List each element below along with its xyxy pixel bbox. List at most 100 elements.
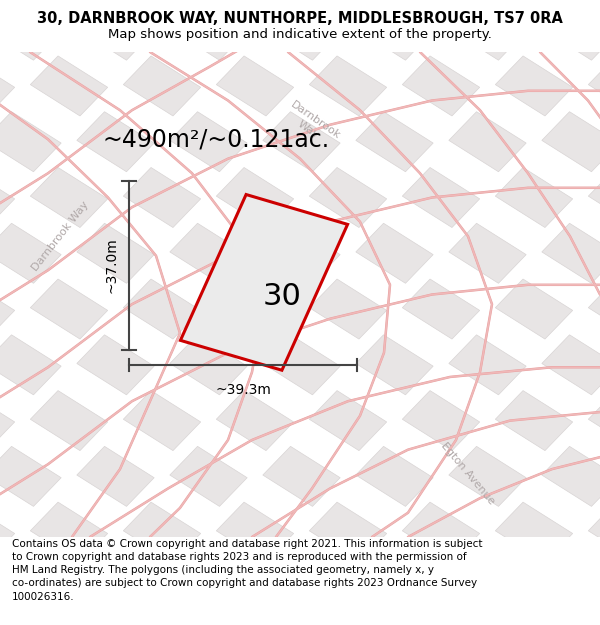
Polygon shape [77, 446, 154, 506]
Polygon shape [589, 0, 600, 4]
Polygon shape [124, 0, 200, 4]
Text: 30: 30 [263, 282, 301, 311]
Polygon shape [496, 168, 572, 228]
Polygon shape [403, 502, 479, 562]
Polygon shape [356, 335, 433, 395]
Polygon shape [542, 335, 600, 395]
Polygon shape [170, 335, 247, 395]
Polygon shape [170, 112, 247, 172]
Polygon shape [0, 279, 14, 339]
Polygon shape [0, 0, 14, 4]
Polygon shape [310, 56, 386, 116]
Polygon shape [77, 0, 154, 60]
Polygon shape [263, 446, 340, 506]
Text: Darnbrook Way: Darnbrook Way [30, 199, 90, 273]
Polygon shape [310, 279, 386, 339]
Text: ~37.0m: ~37.0m [104, 238, 118, 293]
Polygon shape [310, 0, 386, 4]
Polygon shape [542, 112, 600, 172]
Polygon shape [77, 558, 154, 618]
Polygon shape [217, 0, 293, 4]
Polygon shape [170, 0, 247, 60]
Polygon shape [0, 335, 61, 395]
Polygon shape [0, 168, 14, 228]
Polygon shape [542, 223, 600, 283]
Text: 30, DARNBROOK WAY, NUNTHORPE, MIDDLESBROUGH, TS7 0RA: 30, DARNBROOK WAY, NUNTHORPE, MIDDLESBRO… [37, 11, 563, 26]
Polygon shape [170, 446, 247, 506]
Polygon shape [589, 168, 600, 228]
Polygon shape [542, 558, 600, 618]
Polygon shape [356, 446, 433, 506]
Polygon shape [31, 56, 107, 116]
Polygon shape [403, 168, 479, 228]
Text: ~39.3m: ~39.3m [215, 383, 271, 398]
Polygon shape [589, 56, 600, 116]
Polygon shape [217, 56, 293, 116]
Polygon shape [449, 335, 526, 395]
Polygon shape [356, 112, 433, 172]
Polygon shape [449, 446, 526, 506]
Polygon shape [31, 279, 107, 339]
Polygon shape [31, 168, 107, 228]
Text: ~490m²/~0.121ac.: ~490m²/~0.121ac. [103, 127, 329, 151]
Polygon shape [31, 502, 107, 562]
Polygon shape [356, 223, 433, 283]
Polygon shape [403, 56, 479, 116]
Polygon shape [263, 112, 340, 172]
Polygon shape [356, 558, 433, 618]
Polygon shape [496, 56, 572, 116]
Polygon shape [496, 0, 572, 4]
Polygon shape [217, 168, 293, 228]
Polygon shape [0, 0, 61, 60]
Polygon shape [217, 502, 293, 562]
Polygon shape [449, 0, 526, 60]
Polygon shape [31, 391, 107, 451]
Polygon shape [403, 0, 479, 4]
Polygon shape [217, 391, 293, 451]
Polygon shape [263, 223, 340, 283]
Polygon shape [77, 112, 154, 172]
Polygon shape [310, 168, 386, 228]
Polygon shape [310, 502, 386, 562]
Polygon shape [310, 391, 386, 451]
Polygon shape [542, 446, 600, 506]
Polygon shape [403, 391, 479, 451]
Polygon shape [263, 335, 340, 395]
Polygon shape [263, 0, 340, 60]
Polygon shape [0, 558, 61, 618]
Polygon shape [403, 279, 479, 339]
Polygon shape [77, 223, 154, 283]
Polygon shape [589, 502, 600, 562]
Polygon shape [0, 446, 61, 506]
Polygon shape [181, 194, 347, 370]
Text: Contains OS data © Crown copyright and database right 2021. This information is : Contains OS data © Crown copyright and d… [12, 539, 482, 601]
Text: Egton Avenue: Egton Avenue [439, 441, 497, 507]
Polygon shape [217, 279, 293, 339]
Polygon shape [0, 391, 14, 451]
Polygon shape [589, 391, 600, 451]
Polygon shape [0, 56, 14, 116]
Polygon shape [124, 168, 200, 228]
Polygon shape [31, 0, 107, 4]
Polygon shape [356, 0, 433, 60]
Text: Map shows position and indicative extent of the property.: Map shows position and indicative extent… [108, 28, 492, 41]
Polygon shape [124, 391, 200, 451]
Polygon shape [170, 558, 247, 618]
Polygon shape [496, 279, 572, 339]
Polygon shape [542, 0, 600, 60]
Polygon shape [449, 558, 526, 618]
Polygon shape [0, 502, 14, 562]
Polygon shape [496, 502, 572, 562]
Polygon shape [124, 279, 200, 339]
Polygon shape [449, 223, 526, 283]
Polygon shape [170, 223, 247, 283]
Polygon shape [263, 558, 340, 618]
Polygon shape [124, 56, 200, 116]
Polygon shape [124, 502, 200, 562]
Polygon shape [449, 112, 526, 172]
Polygon shape [77, 335, 154, 395]
Polygon shape [589, 279, 600, 339]
Polygon shape [0, 223, 61, 283]
Polygon shape [0, 112, 61, 172]
Polygon shape [496, 391, 572, 451]
